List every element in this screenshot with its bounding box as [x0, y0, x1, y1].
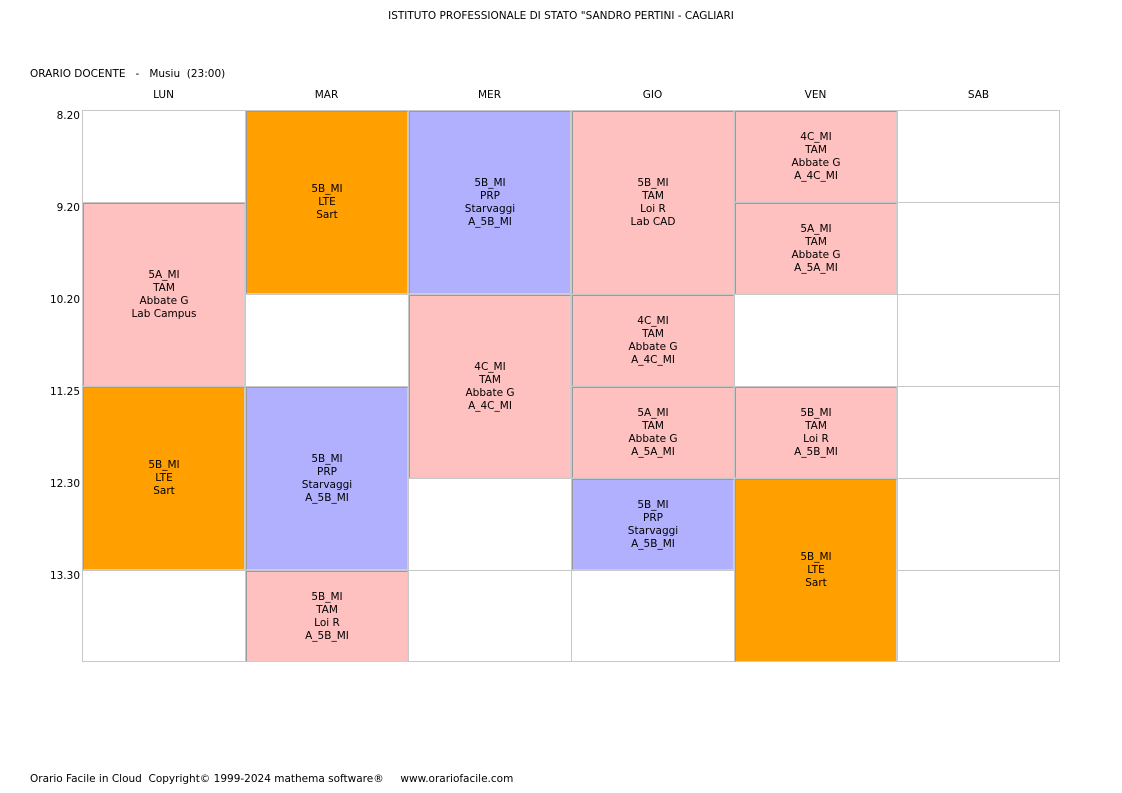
lesson-text-line: LTE — [318, 196, 336, 208]
lesson-text-line: A_4C_MI — [631, 353, 675, 366]
lesson-text-line: Abbate G — [791, 156, 841, 169]
lesson-text-line: A_5A_MI — [631, 445, 675, 458]
day-header-ven: VEN — [804, 89, 827, 101]
lesson-text-line: LTE — [155, 472, 173, 484]
lesson-text-line: 5B_MI — [637, 498, 669, 511]
lesson-text-line: 4C_MI — [474, 360, 506, 373]
lesson-text-line: TAM — [316, 603, 338, 616]
lesson-text-line: 4C_MI — [637, 314, 669, 327]
grid-row-divider — [83, 386, 1059, 387]
lesson-text-line: A_4C_MI — [468, 399, 512, 412]
time-label: 13.30 — [49, 570, 80, 582]
grid-row-divider — [83, 478, 1059, 479]
lesson-text-line: Loi R — [640, 202, 666, 215]
lesson-block[interactable]: 5B_MI TAM Loi R Lab CAD — [572, 111, 734, 294]
lesson-text-line: Starvaggi — [301, 478, 353, 491]
lesson-text-line: TAM — [153, 281, 175, 294]
lesson-text-line: TAM — [642, 327, 664, 340]
lesson-text-line: 5B_MI — [148, 459, 180, 471]
lesson-text-line: LTE — [807, 564, 825, 576]
day-header-gio: GIO — [642, 89, 663, 101]
lesson-text-line: 5B_MI — [474, 176, 506, 189]
day-header-lun: LUN — [153, 89, 174, 101]
lesson-text-line: Abbate G — [139, 294, 189, 307]
lesson-text-line: A_4C_MI — [794, 169, 838, 182]
lesson-block[interactable]: 5A_MI TAM Abbate G A_5A_MI — [572, 387, 734, 478]
lesson-text-line: Starvaggi — [464, 202, 516, 215]
lesson-text-line: 5B_MI — [637, 176, 669, 189]
lesson-block[interactable]: 5B_MI TAM Loi R A_5B_MI — [735, 387, 897, 478]
lesson-text-line: Abbate G — [628, 340, 678, 353]
time-label: 10.20 — [49, 294, 80, 306]
lesson-text-line: TAM — [479, 373, 501, 386]
time-label: 9.20 — [56, 202, 80, 214]
lesson-text-line: Sart — [316, 209, 338, 221]
lesson-text-line: A_5B_MI — [305, 629, 349, 642]
grid-row-divider — [83, 202, 1059, 203]
footer-copyright: Orario Facile in Cloud Copyright© 1999-2… — [30, 773, 514, 785]
lesson-text-line: Loi R — [803, 432, 829, 445]
day-header-sab: SAB — [967, 89, 990, 101]
lesson-text-line: Sart — [153, 485, 175, 497]
lesson-text-line: 5B_MI — [800, 406, 832, 419]
lesson-block[interactable]: 4C_MI TAM Abbate G A_4C_MI — [572, 295, 734, 386]
lesson-text-line: PRP — [480, 189, 500, 202]
day-header-mer: MER — [478, 89, 501, 101]
lesson-text-line: A_5A_MI — [794, 261, 838, 274]
lesson-block[interactable]: 5B_MI LTE Sart — [83, 387, 245, 570]
lesson-block[interactable]: 5B_MI LTE Sart — [735, 479, 897, 662]
lesson-text-line: PRP — [643, 511, 663, 524]
lesson-text-line: Abbate G — [465, 386, 515, 399]
teacher-schedule-title: ORARIO DOCENTE - Musiu (23:00) — [30, 68, 226, 80]
lesson-text-line: A_5B_MI — [305, 491, 349, 504]
lesson-block[interactable]: 5B_MI PRP Starvaggi A_5B_MI — [409, 111, 571, 294]
time-label: 8.20 — [56, 110, 80, 122]
lesson-block[interactable]: 5B_MI LTE Sart — [246, 111, 408, 294]
lesson-text-line: 5A_MI — [637, 406, 669, 419]
lesson-text-line: Loi R — [314, 616, 340, 629]
lesson-block[interactable]: 5B_MI PRP Starvaggi A_5B_MI — [246, 387, 408, 570]
lesson-block[interactable]: 5B_MI TAM Loi R A_5B_MI — [246, 571, 408, 662]
lesson-text-line: A_5B_MI — [468, 215, 512, 228]
time-label: 12.30 — [49, 478, 80, 490]
grid-row-divider — [83, 570, 1059, 571]
lesson-block[interactable]: 5B_MI PRP Starvaggi A_5B_MI — [572, 479, 734, 570]
lesson-text-line: Lab CAD — [630, 215, 676, 228]
lesson-text-line: PRP — [317, 465, 337, 478]
lesson-text-line: 5B_MI — [311, 183, 343, 195]
lesson-text-line: TAM — [805, 143, 827, 156]
lesson-text-line: TAM — [642, 189, 664, 202]
lesson-text-line: A_5B_MI — [794, 445, 838, 458]
lesson-text-line: Starvaggi — [627, 524, 679, 537]
lesson-text-line: 5A_MI — [800, 222, 832, 235]
lesson-text-line: 5B_MI — [311, 590, 343, 603]
lesson-block[interactable]: 5A_MI TAM Abbate G Lab Campus — [83, 203, 245, 386]
lesson-text-line: TAM — [642, 419, 664, 432]
lesson-block[interactable]: 4C_MI TAM Abbate G A_4C_MI — [409, 295, 571, 478]
school-title: ISTITUTO PROFESSIONALE DI STATO "SANDRO … — [388, 10, 734, 22]
lesson-text-line: A_5B_MI — [631, 537, 675, 550]
lesson-text-line: TAM — [805, 419, 827, 432]
lesson-block[interactable]: 4C_MI TAM Abbate G A_4C_MI — [735, 111, 897, 202]
lesson-text-line: 5B_MI — [311, 452, 343, 465]
lesson-text-line: Lab Campus — [131, 307, 197, 320]
grid-row-divider — [83, 294, 1059, 295]
lesson-text-line: 5B_MI — [800, 551, 832, 563]
day-header-mar: MAR — [314, 89, 339, 101]
lesson-text-line: Sart — [805, 577, 827, 589]
time-label: 11.25 — [49, 386, 80, 398]
timetable-grid — [82, 110, 1060, 662]
lesson-text-line: Abbate G — [791, 248, 841, 261]
lesson-text-line: TAM — [805, 235, 827, 248]
lesson-block[interactable]: 5A_MI TAM Abbate G A_5A_MI — [735, 203, 897, 294]
lesson-text-line: 5A_MI — [148, 268, 180, 281]
lesson-text-line: 4C_MI — [800, 130, 832, 143]
lesson-text-line: Abbate G — [628, 432, 678, 445]
